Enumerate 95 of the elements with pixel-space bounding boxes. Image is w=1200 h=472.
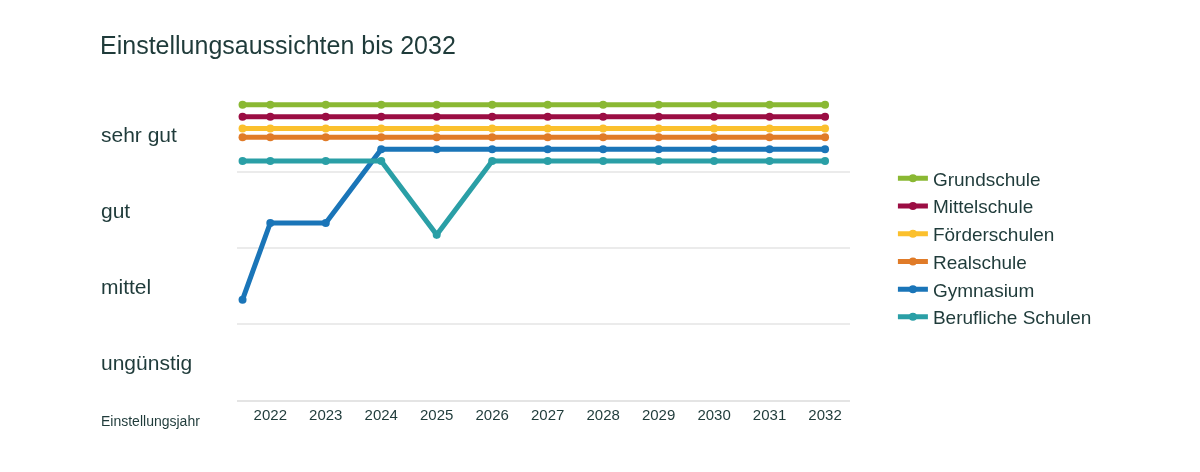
point [599, 112, 608, 121]
point [821, 100, 830, 109]
point [266, 100, 275, 109]
point [765, 100, 774, 109]
legend-label: Mittelschule [932, 196, 1034, 218]
point [238, 133, 247, 142]
point [543, 156, 552, 165]
point [543, 112, 552, 121]
point [710, 124, 719, 133]
point [377, 156, 386, 165]
chart-title: Einstellungsaussichten bis 2032 [100, 30, 456, 59]
point [266, 112, 275, 121]
x-tick-label: 2029 [641, 405, 676, 423]
point [543, 124, 552, 133]
point [654, 124, 663, 133]
point [654, 112, 663, 121]
point [599, 100, 608, 109]
x-tick-label: 2025 [420, 405, 454, 423]
point [488, 145, 497, 154]
x-tick-label: 2030 [697, 405, 731, 423]
text: sehr gut [101, 123, 178, 146]
point [377, 112, 386, 121]
legend-label: Realschule [932, 251, 1027, 273]
point [432, 100, 441, 109]
legend-label: Gymnasium [932, 279, 1035, 301]
point [432, 230, 441, 239]
point [377, 124, 386, 133]
point [710, 112, 719, 121]
point [821, 133, 830, 142]
point [321, 124, 330, 133]
x-tick-label: 2032 [808, 405, 842, 423]
text: mittel [101, 275, 152, 298]
point [321, 112, 330, 121]
point [238, 100, 247, 109]
point [765, 145, 774, 154]
point [238, 295, 247, 304]
legend-label: Berufliche Schulen [932, 307, 1092, 329]
point [765, 112, 774, 121]
point [488, 133, 497, 142]
point [321, 156, 330, 165]
point [710, 100, 719, 109]
point [710, 145, 719, 154]
point [488, 124, 497, 133]
point [266, 156, 275, 165]
point [432, 133, 441, 142]
point [710, 156, 719, 165]
point [238, 156, 247, 165]
legend-label: Grundschule [932, 168, 1041, 190]
point [238, 112, 247, 121]
x-tick-label: 2028 [586, 405, 620, 423]
point [654, 145, 663, 154]
point [321, 218, 330, 227]
point [821, 145, 830, 154]
point [266, 133, 275, 142]
point [821, 112, 830, 121]
point [266, 124, 275, 133]
point [432, 112, 441, 121]
point [377, 145, 386, 154]
x-tick-label: 2026 [475, 405, 509, 423]
point [543, 100, 552, 109]
point [488, 100, 497, 109]
point [432, 124, 441, 133]
point [321, 100, 330, 109]
point [599, 133, 608, 142]
point [321, 133, 330, 142]
x-tick-label: 2027 [530, 405, 565, 423]
point [599, 145, 608, 154]
point [488, 112, 497, 121]
point [654, 133, 663, 142]
point [543, 133, 552, 142]
point [765, 133, 774, 142]
point [543, 145, 552, 154]
point [821, 124, 830, 133]
point [488, 156, 497, 165]
legend-label: Förderschulen [932, 224, 1055, 246]
point [266, 218, 275, 227]
x-tick-label: 2031 [752, 405, 787, 423]
text: gut [101, 199, 131, 222]
x-tick-label: 2022 [253, 405, 287, 423]
point [821, 156, 830, 165]
text: ungünstig [101, 351, 193, 374]
point [765, 124, 774, 133]
point [432, 145, 441, 154]
point [377, 100, 386, 109]
x-tick-label: 2024 [364, 405, 398, 423]
point [654, 156, 663, 165]
point [377, 133, 386, 142]
point [599, 124, 608, 133]
x-axis-title: Einstellungsjahr [101, 413, 201, 429]
point [654, 100, 663, 109]
point [710, 133, 719, 142]
point [238, 124, 247, 133]
x-tick-label: 2023 [309, 405, 343, 423]
point [765, 156, 774, 165]
point [599, 156, 608, 165]
